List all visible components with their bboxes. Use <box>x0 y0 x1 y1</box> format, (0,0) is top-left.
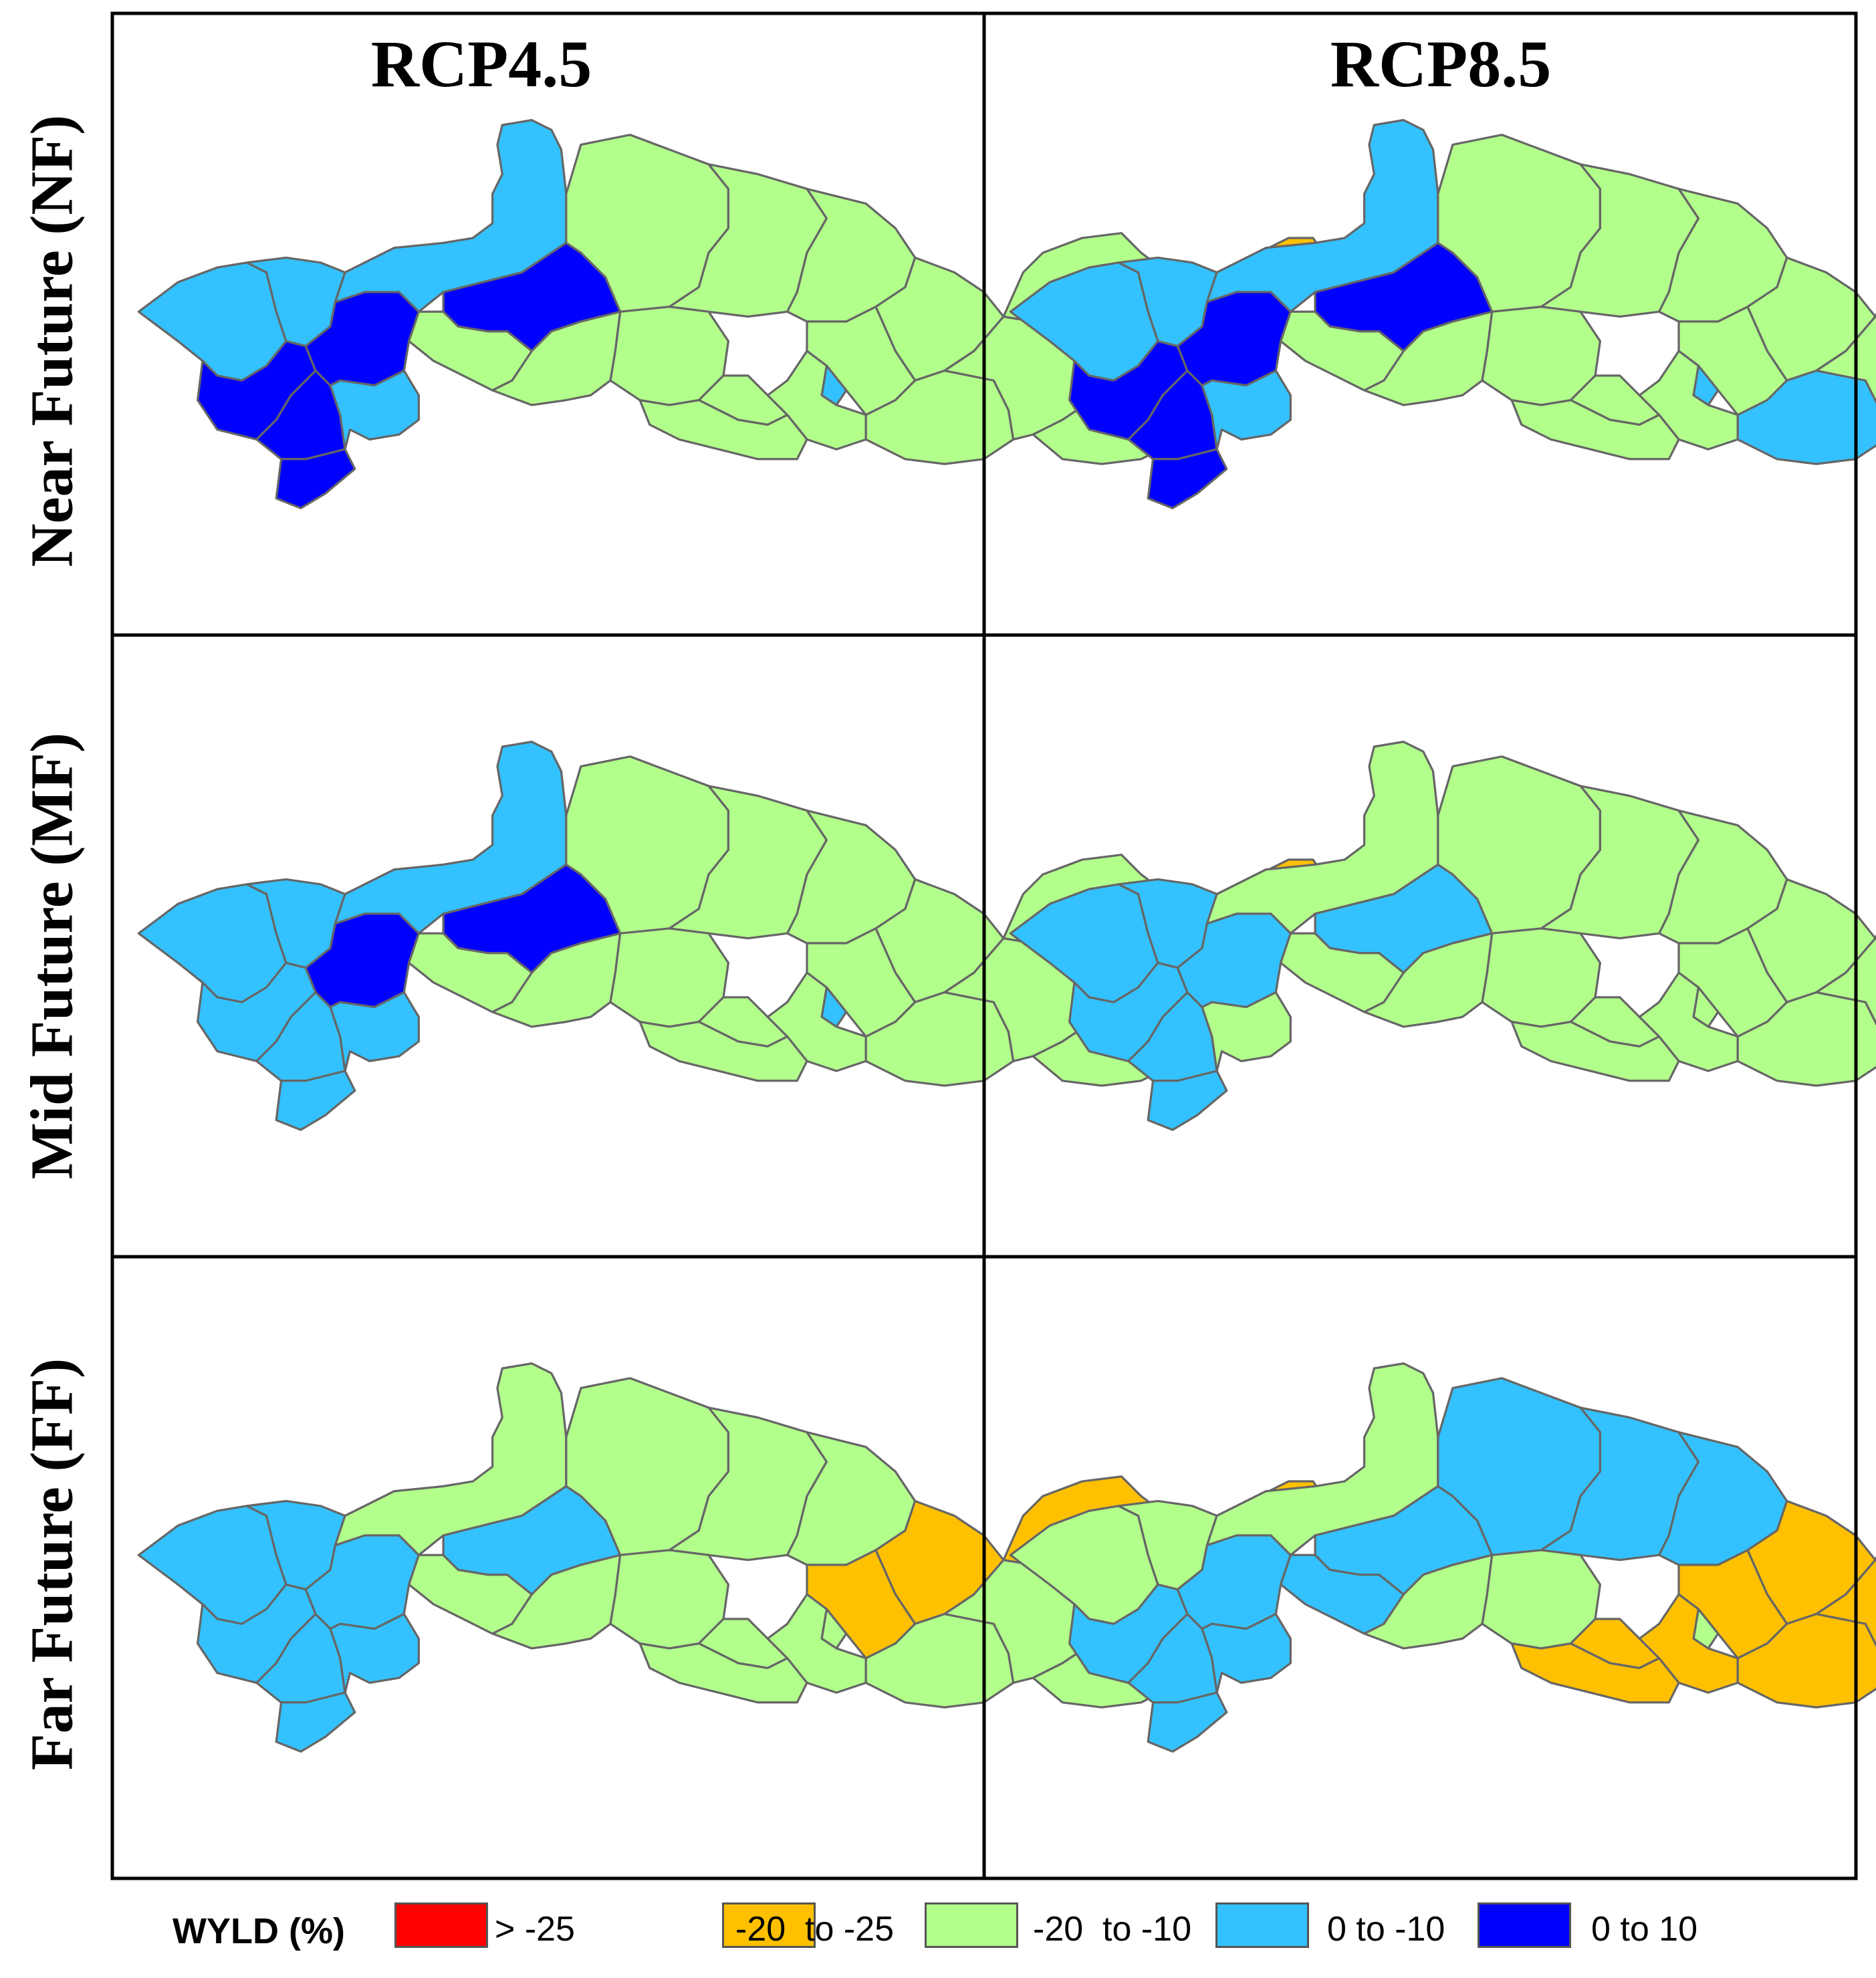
panel-frames <box>110 11 1858 1880</box>
legend-swatch-0-to-10 <box>1478 1902 1571 1948</box>
sub-basin-j <box>408 1554 534 1635</box>
sub-basin-h <box>1205 119 1439 313</box>
sub-basin-u <box>1736 350 1876 465</box>
legend-label-gt-minus25: > -25 <box>495 1910 575 1949</box>
sub-basin-u <box>1736 1593 1876 1709</box>
panel-frame-rcp85-ff <box>982 1255 1858 1880</box>
sub-basin-e <box>275 1070 356 1131</box>
legend-label-minus20-to-minus10: -20 to -10 <box>1033 1910 1192 1949</box>
row-title-near-future: Near Future (NF) <box>19 114 86 568</box>
sub-basin-e <box>1147 1070 1228 1131</box>
sub-basin-h <box>1205 741 1439 935</box>
sub-basin-e <box>1147 1691 1228 1753</box>
sub-basin-v <box>1510 1020 1680 1082</box>
sub-basin-g <box>329 369 420 451</box>
sub-basin-v <box>638 1642 808 1704</box>
sub-basin-g <box>329 1612 420 1694</box>
sub-basin-a <box>137 883 287 1003</box>
sub-basin-v <box>1510 398 1680 461</box>
sub-basin-j <box>408 932 534 1013</box>
row-title-mid-future: Mid Future (MF) <box>19 732 86 1180</box>
column-title-rcp85: RCP8.5 <box>1330 27 1552 101</box>
sub-basin-a <box>137 1505 287 1625</box>
sub-basin-g <box>329 991 420 1072</box>
sub-basin-h <box>334 1362 568 1556</box>
legend-label-minus20-to-minus25: -20 to -25 <box>735 1910 895 1949</box>
sub-basin-j <box>408 310 534 392</box>
map-panel-rcp85-nf <box>1009 119 1876 509</box>
legend-swatch-gt-minus25 <box>394 1902 488 1948</box>
sub-basin-v <box>638 1020 808 1082</box>
sub-basin-h <box>334 119 568 313</box>
map-panel-rcp45-nf <box>137 119 1324 509</box>
sub-basin-j <box>1280 1554 1405 1635</box>
sub-basin-g <box>1201 991 1292 1072</box>
sub-basin-h <box>1205 1362 1439 1556</box>
sub-basin-e <box>1147 448 1228 509</box>
sub-basin-e <box>275 448 356 509</box>
legend-title: WYLD (%) <box>172 1911 345 1951</box>
legend-swatch-minus20-to-minus10 <box>925 1902 1018 1948</box>
sub-basin-v <box>1510 1642 1680 1704</box>
sub-basin-g <box>1201 1612 1292 1694</box>
sub-basin-g <box>1201 369 1292 451</box>
sub-basin-h <box>334 741 568 935</box>
sub-basin-w <box>1815 937 1876 1026</box>
sub-basin-e <box>275 1691 356 1753</box>
map-panel-rcp85-ff <box>1009 1362 1876 1753</box>
sub-basin-u <box>1736 971 1876 1087</box>
legend-swatch-0-to-minus10 <box>1215 1902 1309 1948</box>
sub-basin-v <box>638 398 808 461</box>
map-panel-rcp85-mf <box>1009 741 1876 1131</box>
sub-basin-w <box>1815 316 1876 404</box>
sub-basin-j <box>1280 932 1405 1013</box>
column-title-rcp45: RCP4.5 <box>370 27 592 101</box>
sub-basin-a <box>137 261 287 382</box>
legend-label-0-to-10: 0 to 10 <box>1591 1910 1698 1949</box>
sub-basin-w <box>1815 1559 1876 1648</box>
sub-basin-j <box>1280 310 1405 392</box>
row-title-far-future: Far Future (FF) <box>19 1358 86 1771</box>
map-panels <box>137 119 1876 1753</box>
legend-swatch-minus20-to-minus25 <box>722 1902 816 1948</box>
legend-label-0-to-minus10: 0 to -10 <box>1327 1910 1445 1949</box>
